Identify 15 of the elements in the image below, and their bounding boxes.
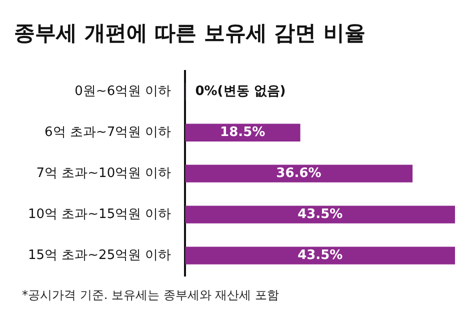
y-tick-label: 10억 초과~15억원 이하	[28, 206, 172, 222]
data-label: 18.5%	[220, 125, 266, 140]
bar	[185, 246, 455, 264]
bar	[185, 164, 413, 182]
data-label: 0%(변동 없음)	[195, 84, 286, 100]
data-label: 43.5%	[298, 206, 343, 222]
y-tick-label: 6억 초과~7억원 이하	[44, 125, 172, 140]
data-label: 36.6%	[276, 166, 322, 181]
y-tick-label: 15억 초과~25억원 이하	[28, 248, 172, 263]
y-tick-label: 7억 초과~10억원 이하	[36, 166, 172, 181]
data-label: 43.5%	[298, 248, 343, 263]
bar	[185, 206, 455, 224]
y-tick-label: 0원~6억원 이하	[74, 84, 172, 100]
text: *공시가격 기준. 보유세는 종부세와 재산세 포함	[22, 288, 279, 302]
chart-title: 종부세 개편에 따른 보유세 감면 비율	[14, 21, 366, 46]
